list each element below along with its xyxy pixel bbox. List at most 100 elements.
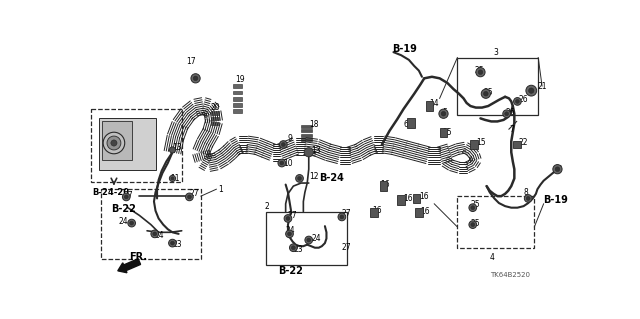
Text: 13: 13 [172, 143, 182, 152]
Circle shape [170, 147, 175, 153]
Text: 14: 14 [429, 99, 439, 108]
Text: 26: 26 [519, 95, 529, 104]
Text: 24: 24 [285, 226, 295, 235]
Text: 16: 16 [372, 206, 382, 215]
Text: 20: 20 [211, 103, 221, 112]
Circle shape [439, 109, 448, 118]
Text: 13: 13 [311, 146, 321, 155]
Circle shape [307, 238, 310, 242]
Text: B-19: B-19 [392, 44, 417, 54]
Text: 16: 16 [419, 192, 429, 201]
Text: 19: 19 [236, 75, 245, 84]
Circle shape [286, 217, 290, 220]
Circle shape [168, 239, 176, 247]
Text: 16: 16 [420, 207, 430, 216]
Text: 26: 26 [505, 108, 515, 117]
Text: 23: 23 [172, 240, 182, 249]
Text: B-24-20: B-24-20 [92, 188, 129, 197]
Circle shape [476, 68, 485, 77]
Bar [99, 118, 156, 170]
Bar [470, 140, 478, 149]
Text: B-22: B-22 [111, 204, 136, 214]
Text: 17: 17 [186, 57, 196, 66]
Bar [397, 195, 405, 204]
Circle shape [103, 132, 125, 154]
Text: B-19: B-19 [543, 195, 568, 205]
Circle shape [471, 223, 475, 226]
Bar [301, 134, 312, 137]
Text: 7: 7 [509, 125, 515, 134]
Bar [211, 117, 219, 120]
Text: 24: 24 [155, 231, 164, 240]
Text: 15: 15 [476, 138, 486, 147]
Text: 27: 27 [189, 189, 199, 198]
Bar [426, 101, 433, 111]
Circle shape [553, 165, 562, 174]
Text: 4: 4 [490, 253, 495, 262]
Bar [513, 141, 520, 148]
Bar [101, 189, 201, 258]
Circle shape [305, 236, 312, 244]
Circle shape [289, 244, 297, 252]
Text: 16: 16 [380, 180, 390, 189]
Circle shape [122, 193, 130, 201]
Circle shape [340, 215, 344, 219]
Text: 25: 25 [470, 219, 480, 227]
Text: 10: 10 [284, 159, 293, 167]
Circle shape [529, 88, 534, 93]
Circle shape [280, 161, 284, 165]
Circle shape [338, 213, 346, 221]
Text: 27: 27 [342, 209, 351, 218]
Circle shape [469, 221, 477, 228]
Bar [232, 91, 242, 94]
Circle shape [107, 136, 121, 150]
Circle shape [441, 111, 446, 116]
Circle shape [304, 148, 314, 157]
Text: 21: 21 [538, 82, 547, 91]
Text: FR.: FR. [129, 252, 147, 262]
Circle shape [130, 221, 134, 225]
Text: 9: 9 [288, 134, 293, 143]
Circle shape [555, 167, 560, 172]
Text: 22: 22 [519, 138, 529, 147]
Text: 2: 2 [265, 202, 269, 211]
Text: 18: 18 [308, 120, 318, 129]
Circle shape [170, 241, 174, 245]
Bar [232, 97, 242, 101]
Circle shape [526, 85, 537, 96]
Circle shape [298, 176, 301, 180]
Circle shape [124, 195, 128, 199]
Bar [371, 208, 378, 217]
Circle shape [111, 140, 117, 146]
Circle shape [285, 230, 293, 238]
Circle shape [151, 230, 159, 238]
Circle shape [478, 70, 483, 74]
Circle shape [171, 177, 174, 180]
Circle shape [186, 193, 193, 201]
Bar [458, 196, 534, 249]
Circle shape [188, 195, 191, 199]
Circle shape [278, 159, 285, 167]
Text: 27: 27 [288, 211, 298, 220]
Bar [211, 111, 219, 115]
Circle shape [153, 232, 157, 236]
Circle shape [513, 98, 521, 105]
Bar [458, 57, 538, 115]
Bar [232, 109, 242, 113]
Circle shape [524, 195, 532, 202]
Text: B-24: B-24 [319, 174, 344, 183]
Circle shape [284, 215, 292, 222]
Bar [440, 128, 447, 137]
Bar [91, 109, 182, 182]
Text: 16: 16 [403, 194, 413, 203]
Text: 25: 25 [470, 200, 480, 209]
Bar [415, 208, 422, 217]
Circle shape [128, 219, 136, 227]
Bar [413, 194, 420, 203]
Text: 6: 6 [403, 120, 408, 129]
Bar [232, 85, 242, 88]
Circle shape [469, 204, 477, 211]
Text: 15: 15 [442, 128, 452, 137]
Circle shape [503, 110, 511, 118]
Circle shape [296, 174, 303, 182]
